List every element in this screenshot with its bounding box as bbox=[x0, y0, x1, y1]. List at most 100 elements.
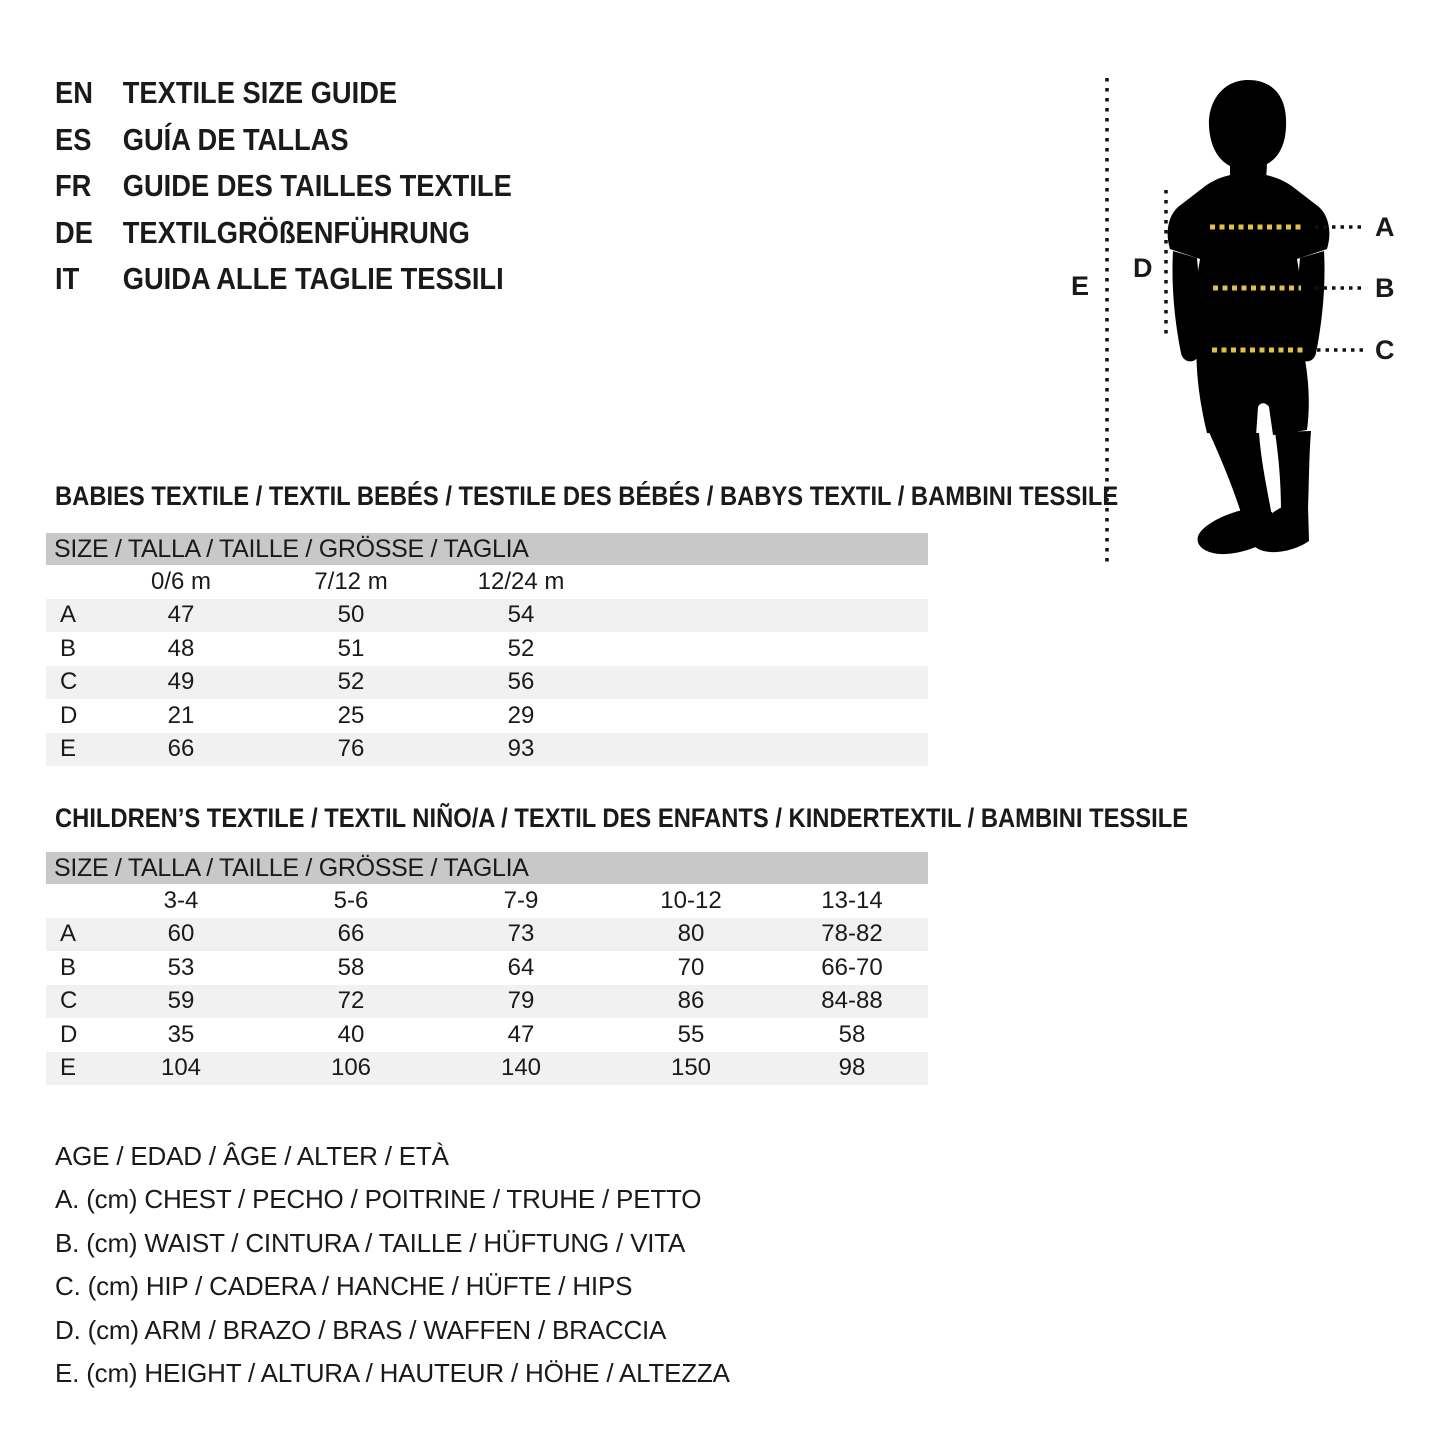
language-code: FR bbox=[55, 168, 92, 204]
row-label: C bbox=[60, 987, 78, 1015]
column-header: 10-12 bbox=[660, 886, 722, 914]
table-cell: 25 bbox=[337, 701, 365, 729]
language-row-es: ES GUÍA DE TALLAS bbox=[55, 117, 512, 164]
table-cell: 48 bbox=[167, 634, 195, 662]
guide-title-it: GUIDA ALLE TAGLIE TESSILI bbox=[122, 261, 504, 297]
children-section-title: CHILDREN’S TEXTILE / TEXTIL NIÑO/A / TEX… bbox=[55, 803, 1189, 833]
table-cell: 140 bbox=[500, 1054, 542, 1082]
table-cell: 84-88 bbox=[821, 987, 883, 1015]
row-label: D bbox=[60, 1020, 78, 1048]
language-row-it: IT GUIDA ALLE TAGLIE TESSILI bbox=[55, 256, 512, 303]
table-cell: 150 bbox=[670, 1054, 712, 1082]
guide-title-de: TEXTILGRÖßENFÜHRUNG bbox=[122, 214, 470, 250]
table-cell: 70 bbox=[677, 953, 705, 981]
table-cell: 59 bbox=[167, 987, 195, 1015]
table-row: C 49 52 56 bbox=[46, 665, 928, 699]
table-row: C 59 72 79 86 84-88 bbox=[46, 984, 928, 1018]
table-cell: 93 bbox=[507, 735, 535, 763]
column-header: 12/24 m bbox=[477, 567, 565, 595]
child-silhouette bbox=[1167, 80, 1330, 555]
row-label: A bbox=[60, 601, 77, 629]
table-row: E 104 106 140 150 98 bbox=[46, 1051, 928, 1085]
legend-line-height: E. (cm) HEIGHT / ALTURA / HAUTEUR / HÖHE… bbox=[55, 1358, 730, 1389]
language-row-en: EN TEXTILE SIZE GUIDE bbox=[55, 70, 512, 117]
table-cell: 64 bbox=[507, 953, 535, 981]
column-header: 13-14 bbox=[821, 886, 883, 914]
table-cell: 106 bbox=[330, 1054, 372, 1082]
legend-line-age: AGE / EDAD / ÂGE / ALTER / ETÀ bbox=[55, 1141, 449, 1171]
table-cell: 21 bbox=[167, 701, 195, 729]
size-header-bar: SIZE / TALLA / TAILLE / GRÖSSE / TAGLIA bbox=[46, 533, 928, 565]
table-cell: 47 bbox=[167, 601, 195, 629]
table-cell: 58 bbox=[838, 1020, 866, 1048]
row-label: B bbox=[60, 634, 77, 662]
legend-line-arm: D. (cm) ARM / BRAZO / BRAS / WAFFEN / BR… bbox=[55, 1314, 667, 1345]
table-cell: 76 bbox=[337, 735, 365, 763]
table-cell: 73 bbox=[507, 920, 535, 948]
language-row-fr: FR GUIDE DES TAILLES TEXTILE bbox=[55, 163, 512, 210]
table-cell: 58 bbox=[337, 953, 365, 981]
column-header-row: 3-4 5-6 7-9 10-12 13-14 bbox=[46, 884, 928, 918]
table-cell: 55 bbox=[677, 1020, 705, 1048]
table-cell: 78-82 bbox=[821, 920, 883, 948]
table-cell: 66 bbox=[337, 920, 365, 948]
table-cell: 53 bbox=[167, 953, 195, 981]
row-label: C bbox=[60, 668, 78, 696]
table-cell: 104 bbox=[160, 1054, 202, 1082]
row-label: A bbox=[60, 920, 77, 948]
language-code: ES bbox=[55, 121, 92, 157]
label-d: D bbox=[1133, 253, 1153, 283]
table-row: B 48 51 52 bbox=[46, 632, 928, 666]
row-label: B bbox=[60, 953, 77, 981]
legend-line-hip: C. (cm) HIP / CADERA / HANCHE / HÜFTE / … bbox=[55, 1271, 633, 1302]
size-header-bar: SIZE / TALLA / TAILLE / GRÖSSE / TAGLIA bbox=[46, 852, 928, 884]
table-row: A 47 50 54 bbox=[46, 598, 928, 632]
column-header: 5-6 bbox=[333, 886, 369, 914]
table-cell: 86 bbox=[677, 987, 705, 1015]
table-cell: 98 bbox=[838, 1054, 866, 1082]
table-cell: 49 bbox=[167, 668, 195, 696]
table-row: D 35 40 47 55 58 bbox=[46, 1018, 928, 1052]
table-cell: 51 bbox=[337, 634, 365, 662]
table-row: E 66 76 93 bbox=[46, 732, 928, 766]
table-row: B 53 58 64 70 66-70 bbox=[46, 951, 928, 985]
language-code: IT bbox=[55, 261, 80, 297]
table-cell: 50 bbox=[337, 601, 365, 629]
table-cell: 79 bbox=[507, 987, 535, 1015]
table-cell: 40 bbox=[337, 1020, 365, 1048]
table-cell: 60 bbox=[167, 920, 195, 948]
column-header: 0/6 m bbox=[150, 567, 212, 595]
table-cell: 35 bbox=[167, 1020, 195, 1048]
language-row-de: DE TEXTILGRÖßENFÜHRUNG bbox=[55, 210, 512, 257]
column-header: 3-4 bbox=[163, 886, 199, 914]
column-header: 7/12 m bbox=[314, 567, 388, 595]
guide-title-es: GUÍA DE TALLAS bbox=[122, 121, 349, 157]
row-label: D bbox=[60, 701, 78, 729]
legend-line-chest: A. (cm) CHEST / PECHO / POITRINE / TRUHE… bbox=[55, 1184, 702, 1215]
row-label: E bbox=[60, 1054, 77, 1082]
table-cell: 66 bbox=[167, 735, 195, 763]
label-e: E bbox=[1071, 271, 1089, 301]
measurement-legend: AGE / EDAD / ÂGE / ALTER / ETÀ A. (cm) C… bbox=[55, 1135, 730, 1395]
table-row: D 21 25 29 bbox=[46, 699, 928, 733]
language-code: EN bbox=[55, 75, 93, 111]
table-cell: 54 bbox=[507, 601, 535, 629]
table-cell: 52 bbox=[337, 668, 365, 696]
table-row: A 60 66 73 80 78-82 bbox=[46, 917, 928, 951]
language-code: DE bbox=[55, 214, 93, 250]
legend-line-waist: B. (cm) WAIST / CINTURA / TAILLE / HÜFTU… bbox=[55, 1227, 686, 1258]
table-cell: 52 bbox=[507, 634, 535, 662]
children-size-table: SIZE / TALLA / TAILLE / GRÖSSE / TAGLIA … bbox=[46, 852, 928, 1085]
child-measurement-figure: A B C D E bbox=[1071, 78, 1395, 568]
label-b: B bbox=[1375, 273, 1395, 303]
table-cell: 29 bbox=[507, 701, 535, 729]
table-cell: 66-70 bbox=[821, 953, 883, 981]
babies-section-title: BABIES TEXTILE / TEXTIL BEBÉS / TESTILE … bbox=[55, 481, 1119, 511]
guide-title-fr: GUIDE DES TAILLES TEXTILE bbox=[122, 168, 512, 204]
language-title-list: EN TEXTILE SIZE GUIDE ES GUÍA DE TALLAS … bbox=[55, 70, 574, 303]
column-header: 7-9 bbox=[503, 886, 539, 914]
label-a: A bbox=[1375, 212, 1395, 242]
column-header-row: 0/6 m 7/12 m 12/24 m bbox=[46, 565, 928, 599]
label-c: C bbox=[1375, 335, 1395, 365]
